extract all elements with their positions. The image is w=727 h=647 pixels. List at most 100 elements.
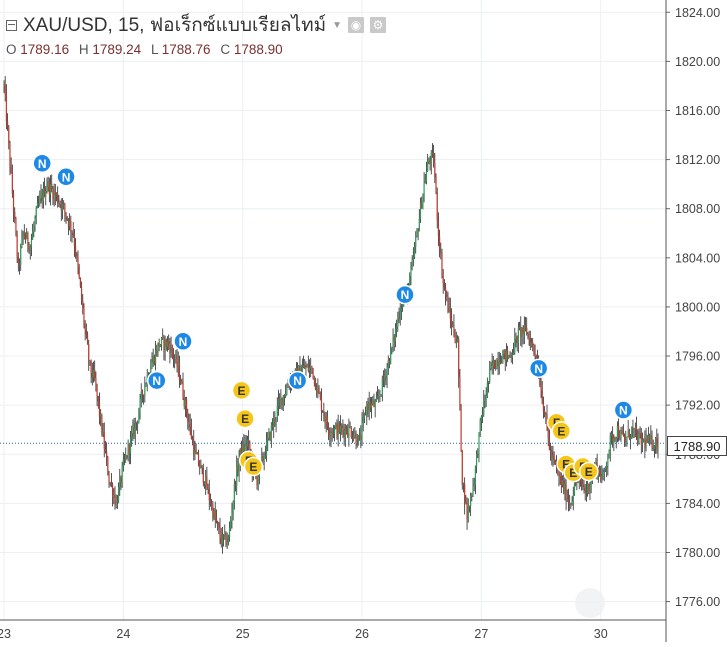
candle-body xyxy=(158,342,160,347)
collapse-icon[interactable] xyxy=(6,19,17,31)
candle-body xyxy=(474,466,477,485)
event-marker-label: N xyxy=(534,362,543,376)
candle-body xyxy=(156,350,158,355)
candle-body xyxy=(621,430,623,435)
candle-body xyxy=(394,328,397,342)
candle-body xyxy=(271,425,274,428)
candle-body xyxy=(356,443,358,446)
candle-body xyxy=(375,398,377,402)
candle-body xyxy=(390,348,392,365)
candle-body xyxy=(376,396,379,399)
economic-event-marker[interactable] xyxy=(235,408,255,429)
news-event-marker[interactable] xyxy=(56,167,76,187)
candle-body xyxy=(328,427,330,435)
candle-body xyxy=(528,333,530,339)
candle-body xyxy=(646,438,648,443)
candle-body xyxy=(339,425,342,433)
candle-body xyxy=(586,483,589,493)
candle-body xyxy=(267,437,269,441)
candle-body xyxy=(502,353,504,364)
candle-body xyxy=(501,362,503,364)
economic-event-marker[interactable] xyxy=(579,461,599,482)
candle-body xyxy=(360,436,362,440)
candle-body xyxy=(564,483,566,493)
gear-icon[interactable]: ⚙ xyxy=(370,17,387,33)
candle-body xyxy=(443,283,445,288)
candle-body xyxy=(113,495,115,498)
visibility-icon[interactable]: ◉ xyxy=(348,17,365,33)
candle-body xyxy=(422,194,424,208)
candle-body xyxy=(88,344,90,361)
economic-event-marker[interactable] xyxy=(231,380,252,401)
y-tick-label: 1824.00 xyxy=(675,6,720,20)
candle-body xyxy=(80,286,83,301)
candle-body xyxy=(304,365,306,369)
candle-body xyxy=(38,202,40,204)
candle-body xyxy=(391,346,393,349)
candle-body xyxy=(619,437,621,440)
candle-body xyxy=(643,439,645,441)
candle-body xyxy=(442,276,444,284)
economic-event-marker[interactable] xyxy=(551,421,572,441)
candle-body xyxy=(63,203,65,205)
candle-body xyxy=(549,449,552,452)
candle-body xyxy=(400,308,403,312)
news-event-marker[interactable] xyxy=(287,370,308,391)
candle-body xyxy=(625,440,627,442)
candle-body xyxy=(382,377,385,381)
candle-body xyxy=(447,296,449,312)
candle-body xyxy=(415,236,417,247)
candle-body xyxy=(77,256,79,267)
candle-body xyxy=(206,476,208,490)
candle-body xyxy=(52,188,54,200)
candle-body xyxy=(372,400,374,404)
candle-body xyxy=(547,426,549,439)
news-event-marker[interactable] xyxy=(528,358,549,379)
candle-body xyxy=(379,394,381,397)
symbol-title[interactable]: XAU/USD, 15, ฟอเร็กซ์แบบเรียลไทม์ xyxy=(23,15,327,36)
candle-body xyxy=(208,488,210,501)
y-tick-label: 1800.00 xyxy=(675,300,720,314)
event-marker-label: E xyxy=(569,466,577,480)
chevron-down-icon[interactable]: ▼ xyxy=(332,19,343,31)
candle-body xyxy=(354,433,356,437)
news-event-marker[interactable] xyxy=(613,400,634,420)
candle-body xyxy=(29,246,31,251)
candle-body xyxy=(431,153,434,154)
candle-body xyxy=(48,181,50,195)
candle-body xyxy=(226,542,228,546)
candle-body xyxy=(514,338,516,353)
candle-body xyxy=(46,186,48,192)
news-event-marker[interactable] xyxy=(395,284,415,305)
candle-body xyxy=(560,474,562,485)
candle-body xyxy=(162,337,164,339)
watermark-logo xyxy=(575,588,605,618)
candle-body xyxy=(227,537,229,543)
candle-body xyxy=(635,427,638,433)
candle-body xyxy=(523,324,525,334)
candle-body xyxy=(647,435,650,443)
candle-body xyxy=(22,231,24,238)
candle-body xyxy=(384,376,386,381)
candle-body xyxy=(163,337,165,351)
candle-body xyxy=(638,433,640,443)
candle-body xyxy=(456,339,459,343)
candle-body xyxy=(107,457,109,475)
news-event-marker[interactable] xyxy=(173,331,193,352)
candle-body xyxy=(522,328,524,334)
y-tick-label: 1776.00 xyxy=(675,595,720,609)
candle-body xyxy=(444,287,447,295)
candle-body xyxy=(108,474,110,483)
candle-body xyxy=(71,231,73,233)
news-event-marker[interactable] xyxy=(32,153,52,174)
candle-body xyxy=(530,342,533,347)
candle-body xyxy=(452,324,454,327)
candle-body xyxy=(344,428,346,437)
candle-body xyxy=(601,475,603,480)
news-event-marker[interactable] xyxy=(147,370,167,391)
ohlc-open-value: 1789.16 xyxy=(20,42,70,57)
candle-body xyxy=(215,518,218,522)
economic-event-marker[interactable] xyxy=(243,456,264,477)
